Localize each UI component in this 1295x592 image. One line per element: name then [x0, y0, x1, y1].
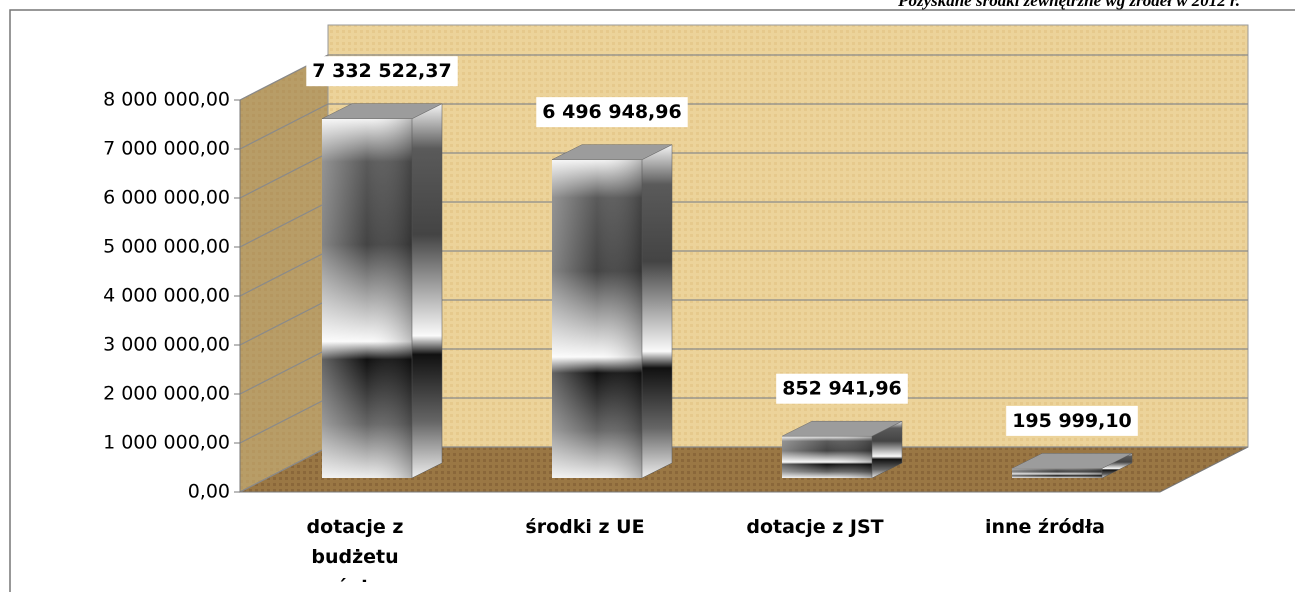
y-tick-label: 7 000 000,00 [103, 138, 230, 160]
bar-shine [1012, 468, 1102, 478]
x-tick-label-box: środki z UE [525, 516, 645, 538]
x-tick-label-box: inne źródła [984, 516, 1106, 538]
y-tick-label: 0,00 [188, 481, 230, 503]
bar-top [781, 420, 903, 437]
value-label: 852 941,96 [782, 378, 902, 400]
y-tick-label: 8 000 000,00 [103, 89, 230, 111]
value-label: 195 999,10 [1012, 410, 1132, 432]
y-tick-label: 2 000 000,00 [103, 383, 230, 405]
y-tick-label: 4 000 000,00 [103, 285, 230, 307]
x-tick-label: środki z UE [525, 516, 645, 538]
y-tick-label: 6 000 000,00 [103, 187, 230, 209]
bar-top [321, 103, 443, 119]
x-tick-label: dotacje z budżetu państwa [306, 516, 404, 582]
x-tick-label-box: dotacje z budżetu państwa [306, 516, 404, 582]
x-tick-label: dotacje z JST [746, 516, 884, 538]
bar-shine [322, 118, 412, 478]
grid-line [239, 103, 1248, 150]
bar-top [551, 144, 673, 160]
grid-line [239, 54, 1248, 101]
value-label: 7 332 522,37 [312, 60, 451, 82]
y-tick-label: 5 000 000,00 [103, 236, 230, 258]
value-label-box [536, 97, 688, 128]
value-label: 6 496 948,96 [542, 101, 681, 123]
bar-shine [552, 159, 642, 478]
frame [9, 9, 1295, 592]
chart-title: Pozyskane środki zewnętrzne wg źródeł w … [897, 0, 1240, 10]
y-tick-label: 3 000 000,00 [103, 334, 230, 356]
bar-side [411, 103, 443, 479]
y-tick-label: 1 000 000,00 [103, 432, 230, 454]
x-tick-label-box: dotacje z JST [746, 516, 884, 538]
x-tick-label: inne źródła [984, 516, 1106, 538]
bar-side [641, 144, 673, 479]
bar-shine [782, 436, 872, 478]
bar-top [1011, 453, 1133, 469]
value-label-box [1006, 405, 1138, 436]
value-label-box [776, 373, 908, 404]
value-label-box [306, 56, 458, 87]
